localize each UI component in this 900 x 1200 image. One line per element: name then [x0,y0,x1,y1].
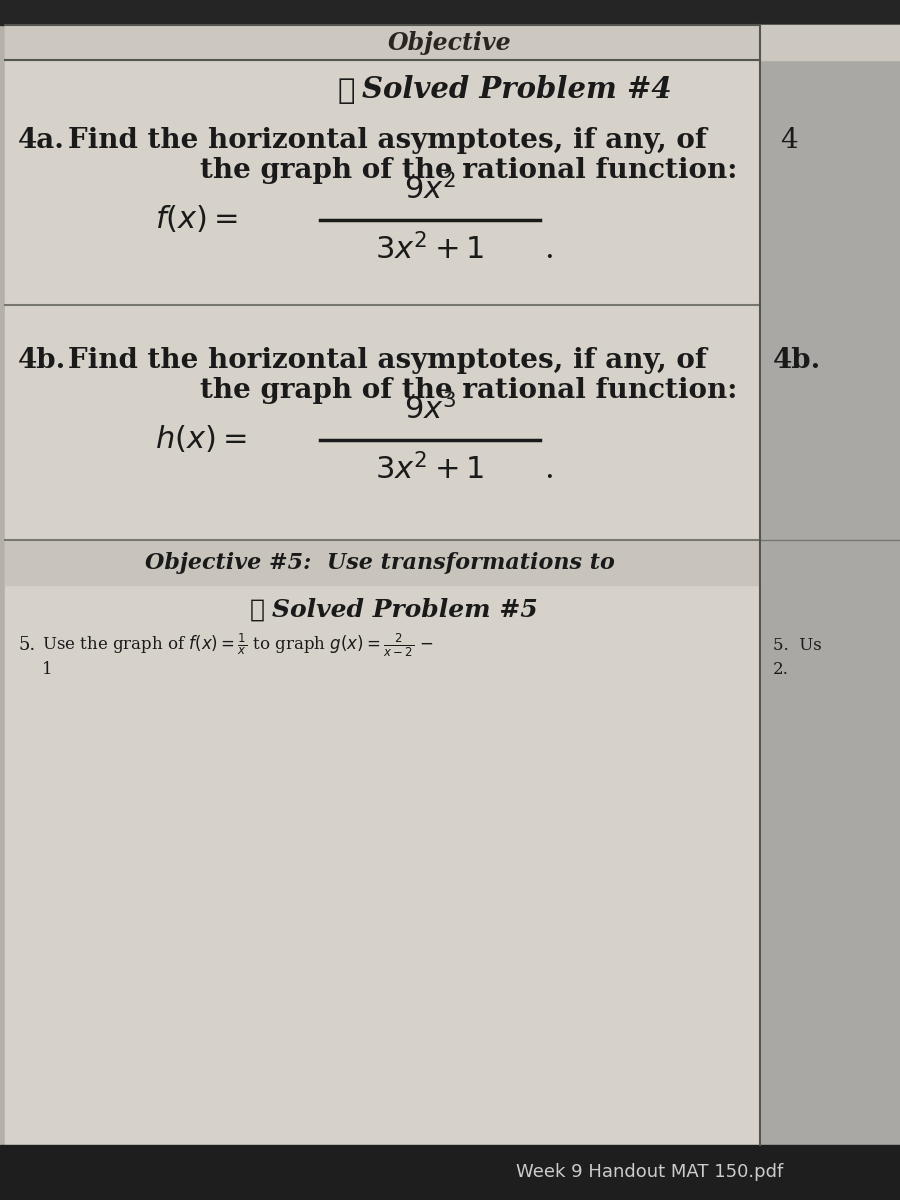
Text: Use the graph of $f(x) = \frac{1}{x}$ to graph $g(x) = \frac{2}{x-2}$ $-$: Use the graph of $f(x) = \frac{1}{x}$ to… [42,631,434,659]
Text: Solved Problem #5: Solved Problem #5 [272,598,538,622]
Text: Find the horizontal asymptotes, if any, of: Find the horizontal asymptotes, if any, … [68,347,706,373]
Bar [0,1145,900,1200]
Text: 2.: 2. [773,661,789,678]
Bar [0,0,900,25]
Text: .: . [544,455,554,486]
Text: Solved Problem #4: Solved Problem #4 [362,76,671,104]
Text: $9x^2$: $9x^2$ [404,174,456,206]
Text: .: . [544,234,554,265]
Text: Week 9 Handout MAT 150.pdf: Week 9 Handout MAT 150.pdf [517,1163,784,1181]
Text: 4a.: 4a. [18,126,65,154]
Text: ✓: ✓ [338,76,355,104]
Text: Objective #5:  Use transformations to: Objective #5: Use transformations to [145,552,615,574]
Bar [760,25,900,1145]
Bar [5,540,760,584]
Text: $3x^2 + 1$: $3x^2 + 1$ [375,234,484,266]
Text: the graph of the rational function:: the graph of the rational function: [200,156,737,184]
Text: $9x^3$: $9x^3$ [403,394,456,426]
Text: 4b.: 4b. [773,347,821,373]
Text: 4b.: 4b. [18,347,67,373]
Text: 5.  Us: 5. Us [773,636,822,654]
Text: the graph of the rational function:: the graph of the rational function: [200,377,737,403]
Text: 4: 4 [780,126,797,154]
Text: Objective: Objective [388,31,512,55]
Text: Find the horizontal asymptotes, if any, of: Find the horizontal asymptotes, if any, … [68,126,706,154]
Text: ✓: ✓ [250,598,265,622]
Text: $3x^2 + 1$: $3x^2 + 1$ [375,454,484,486]
Text: 1: 1 [42,661,52,678]
Text: $f(x) =$: $f(x) =$ [155,204,238,235]
Bar [5,25,900,60]
Text: $h(x) =$: $h(x) =$ [155,425,247,456]
Bar [5,25,760,1145]
Text: 5.: 5. [18,636,35,654]
